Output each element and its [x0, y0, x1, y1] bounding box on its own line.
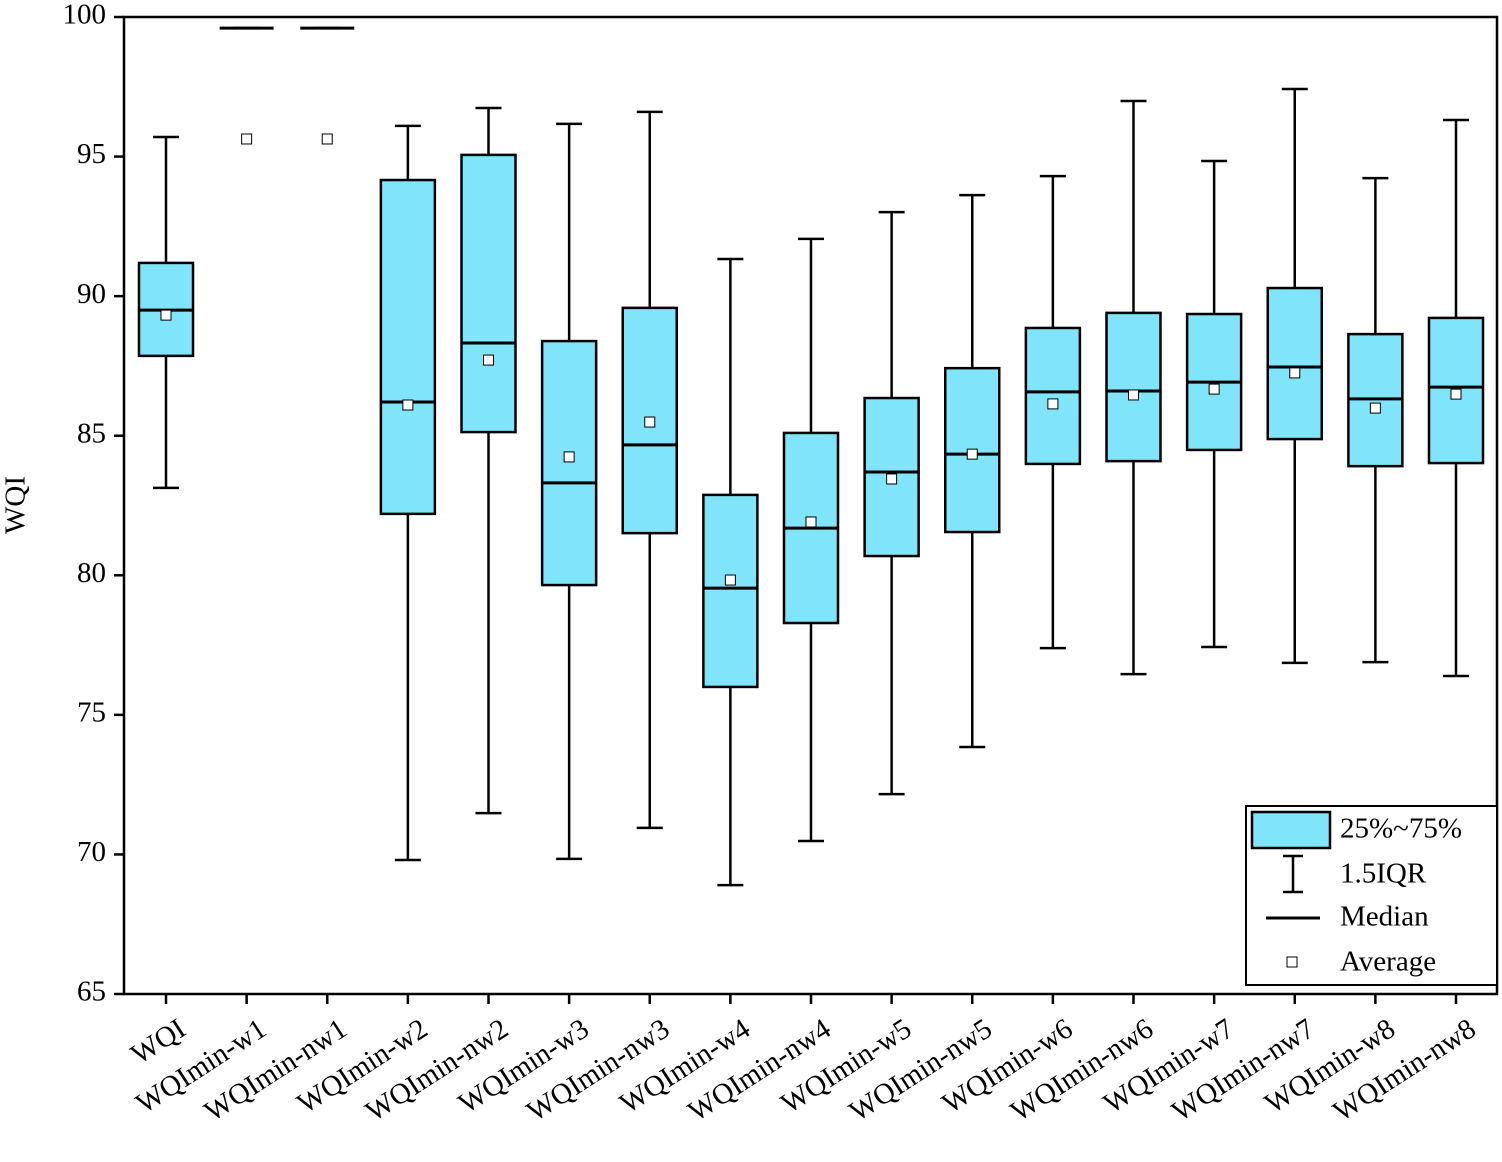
legend-mean-icon [1286, 956, 1298, 968]
y-tick-label: 70 [77, 836, 106, 868]
box [460, 153, 517, 434]
mean [724, 574, 736, 586]
mean [805, 516, 817, 528]
y-tick-label: 65 [77, 976, 106, 1008]
box [379, 178, 437, 516]
legend-label: 1.5IQR [1340, 858, 1427, 890]
mean [241, 133, 253, 145]
y-tick-label: 90 [77, 278, 106, 310]
box [1266, 286, 1323, 441]
mean [321, 133, 333, 145]
mean [1369, 402, 1381, 414]
mean [483, 354, 494, 366]
box [1024, 326, 1082, 466]
y-tick-label: 100 [63, 0, 107, 31]
y-tick-label: 75 [77, 697, 106, 729]
mean [563, 451, 575, 463]
legend-swatch [1250, 810, 1332, 850]
mean [1208, 383, 1220, 395]
mean [1289, 367, 1301, 379]
mean [1047, 398, 1059, 410]
mean [402, 399, 414, 411]
legend-label: 25%~75% [1340, 813, 1462, 845]
mean [160, 309, 172, 321]
y-tick-label: 95 [77, 138, 106, 170]
box [702, 493, 759, 689]
mean [1450, 388, 1462, 400]
legend-label: Average [1340, 946, 1436, 978]
box [1105, 311, 1162, 463]
y-axis-label: WQI [0, 476, 32, 534]
mean [644, 416, 656, 428]
y-tick-label: 80 [77, 557, 106, 589]
mean [1128, 389, 1139, 401]
mean [966, 448, 978, 460]
mean [886, 473, 898, 485]
y-tick-label: 85 [77, 417, 106, 449]
legend-whisker-icon [1283, 854, 1303, 894]
box [540, 339, 598, 587]
legend: 25%~75% 1.5IQR Median Average [1245, 805, 1498, 986]
legend-label: Median [1340, 901, 1429, 933]
